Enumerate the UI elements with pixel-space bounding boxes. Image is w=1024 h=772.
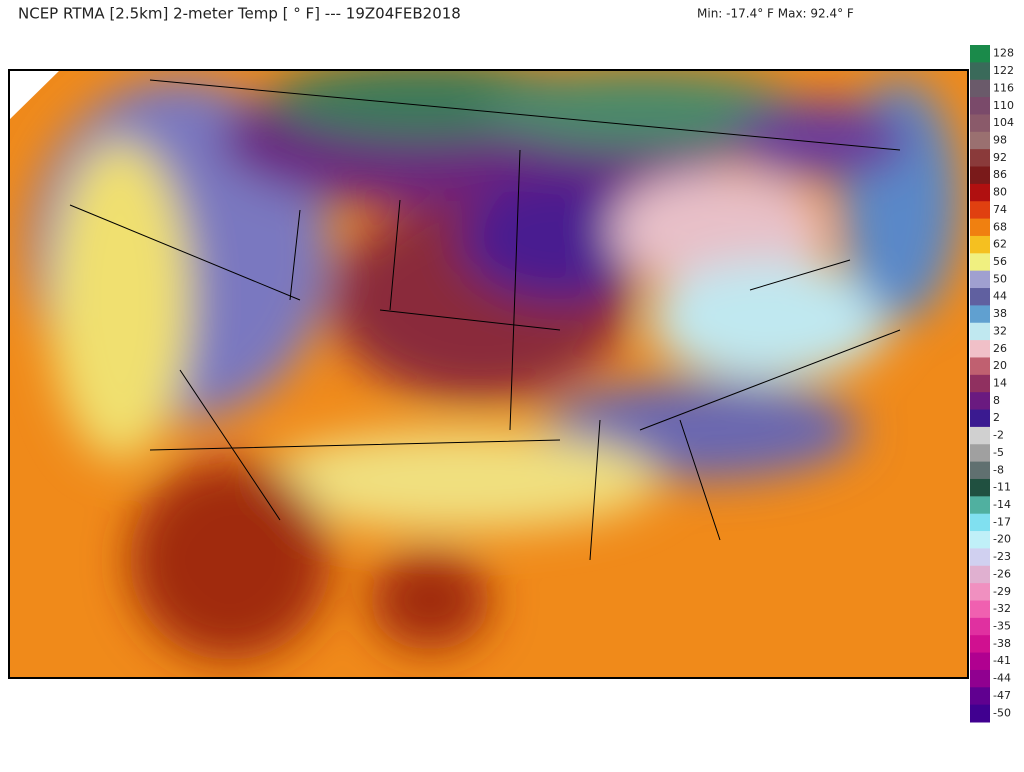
colorbar-swatch xyxy=(970,340,990,358)
colorbar-label: -8 xyxy=(993,463,1004,476)
colorbar-label: -17 xyxy=(993,515,1011,528)
temperature-field xyxy=(9,70,968,678)
colorbar-swatch xyxy=(970,409,990,428)
colorbar-swatch xyxy=(970,461,990,480)
colorbar-swatch xyxy=(970,374,990,393)
colorbar-label: -41 xyxy=(993,654,1011,667)
colorbar-label: 56 xyxy=(993,255,1007,268)
colorbar-label: 80 xyxy=(993,186,1007,199)
colorbar-label: -20 xyxy=(993,533,1011,546)
colorbar-label: 110 xyxy=(993,99,1014,112)
colorbar-swatch xyxy=(970,652,990,671)
map-frame xyxy=(8,69,969,679)
colorbar-label: 38 xyxy=(993,307,1007,320)
colorbar-swatch xyxy=(970,565,990,584)
borders xyxy=(69,79,901,561)
colorbar-swatch xyxy=(970,531,990,549)
colorbar-label: 62 xyxy=(993,238,1007,251)
colorbar-label: 20 xyxy=(993,359,1007,372)
colorbar-label: 104 xyxy=(993,116,1014,129)
colorbar-label: 98 xyxy=(993,133,1007,146)
colorbar-swatch xyxy=(970,583,990,601)
colorbar-swatch xyxy=(970,45,990,63)
colorbar-swatch xyxy=(970,426,990,445)
colorbar-swatch xyxy=(970,253,990,272)
colorbar-label: 14 xyxy=(993,377,1007,390)
colorbar-swatch xyxy=(970,114,990,133)
colorbar-swatch xyxy=(970,617,990,636)
colorbar-label: 68 xyxy=(993,220,1007,233)
colorbar-swatch xyxy=(970,635,990,654)
colorbar-swatch xyxy=(970,235,990,254)
colorbar-swatch xyxy=(970,218,990,237)
colorbar-swatch xyxy=(970,79,990,98)
min-max: Min: -17.4° F Max: 92.4° F xyxy=(697,7,854,21)
colorbar-label: 26 xyxy=(993,342,1007,355)
colorbar-swatch xyxy=(970,687,990,706)
colorbar-label: -35 xyxy=(993,620,1011,633)
colorbar-swatch xyxy=(970,669,990,688)
map-title: NCEP RTMA [2.5km] 2-meter Temp [ ° F] --… xyxy=(18,5,461,23)
colorbar-swatch xyxy=(970,131,990,150)
colorbar-swatch xyxy=(970,322,990,341)
colorbar-swatch xyxy=(970,97,990,115)
colorbar-label: -29 xyxy=(993,585,1011,598)
colorbar: 128 122 116 110 104 98 92 86 80 74 68 62 56 50 44 38 32 2… xyxy=(970,45,1014,723)
colorbar-label: -11 xyxy=(993,481,1011,494)
colorbar-swatch xyxy=(970,496,990,515)
colorbar-label: 116 xyxy=(993,81,1014,94)
colorbar-swatch xyxy=(970,62,990,81)
colorbar-swatch xyxy=(970,305,990,324)
colorbar-label: 44 xyxy=(993,290,1007,303)
colorbar-label: 32 xyxy=(993,324,1007,337)
colorbar-label: -44 xyxy=(993,672,1011,685)
colorbar-label: 50 xyxy=(993,272,1007,285)
colorbar-label: -26 xyxy=(993,567,1011,580)
colorbar-swatch xyxy=(970,392,990,411)
colorbar-label: 92 xyxy=(993,151,1007,164)
colorbar-label: -5 xyxy=(993,446,1004,459)
colorbar-label: -14 xyxy=(993,498,1011,511)
colorbar-label: -50 xyxy=(993,706,1011,719)
colorbar-swatch xyxy=(970,600,990,619)
colorbar-label: -38 xyxy=(993,637,1011,650)
colorbar-label: -2 xyxy=(993,429,1004,442)
colorbar-label: -32 xyxy=(993,602,1011,615)
colorbar-label: 128 xyxy=(993,47,1014,60)
colorbar-swatch xyxy=(970,444,990,463)
colorbar-swatch xyxy=(970,166,990,185)
colorbar-swatch xyxy=(970,548,990,567)
colorbar-swatch xyxy=(970,704,990,723)
colorbar-swatch xyxy=(970,270,990,289)
colorbar-swatch xyxy=(970,288,990,306)
colorbar-label: 122 xyxy=(993,64,1014,77)
colorbar-label: 2 xyxy=(993,411,1000,424)
colorbar-label: 74 xyxy=(993,203,1007,216)
colorbar-swatch xyxy=(970,513,990,532)
colorbar-swatch xyxy=(970,149,990,168)
colorbar-label: -47 xyxy=(993,689,1011,702)
colorbar-swatch xyxy=(970,183,990,202)
colorbar-label: 8 xyxy=(993,394,1000,407)
colorbar-swatch xyxy=(970,357,990,376)
colorbar-label: 86 xyxy=(993,168,1007,181)
colorbar-swatch xyxy=(970,478,990,497)
colorbar-swatch xyxy=(970,201,990,220)
colorbar-label: -23 xyxy=(993,550,1011,563)
